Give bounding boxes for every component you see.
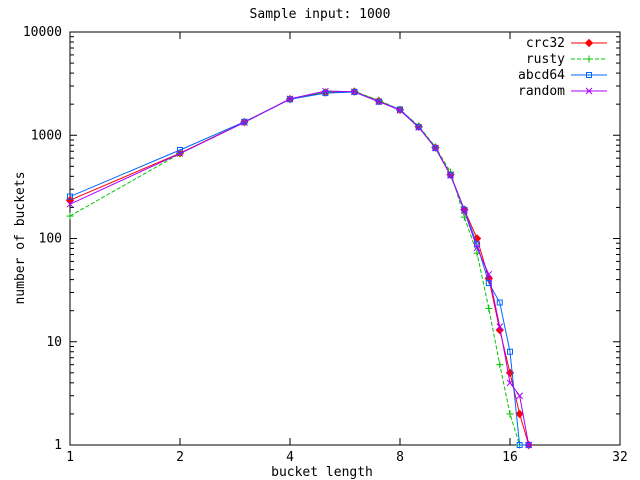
legend-item-abcd64: abcd64 <box>518 68 607 83</box>
legend-label-rusty: rusty <box>526 52 565 67</box>
legend: crc32 rusty abcd64 random <box>518 36 607 99</box>
x-marker <box>585 87 593 95</box>
series-line-crc32 <box>69 91 530 446</box>
series-line-abcd64 <box>69 91 529 446</box>
x-tick-label: 1 <box>66 450 74 465</box>
series-random <box>66 87 533 449</box>
legend-label-abcd64: abcd64 <box>518 68 565 83</box>
x-tick-label: 2 <box>176 450 184 465</box>
y-tick-label: 1000 <box>31 128 62 143</box>
square-marker <box>287 96 293 103</box>
x-tick-label: 32 <box>612 450 628 465</box>
chart-title: Sample input: 1000 <box>250 7 391 22</box>
square-marker <box>516 442 523 448</box>
data-series <box>65 87 533 450</box>
x-marker <box>66 200 74 208</box>
square-marker <box>432 145 439 152</box>
legend-label-random: random <box>518 84 565 99</box>
legend-label-crc32: crc32 <box>526 36 565 51</box>
x-marker <box>286 95 294 103</box>
legend-item-random: random <box>518 84 607 99</box>
x-marker <box>240 119 248 126</box>
square-marker <box>447 172 454 179</box>
square-marker <box>496 299 503 306</box>
square-marker <box>67 193 73 200</box>
series-rusty <box>66 87 524 449</box>
x-marker <box>375 98 383 105</box>
series-abcd64 <box>67 89 532 448</box>
square-marker <box>241 118 248 125</box>
square-marker <box>177 146 183 153</box>
x-marker <box>473 244 481 252</box>
series-line-random <box>69 90 530 446</box>
x-marker <box>350 88 358 96</box>
x-marker <box>415 124 423 131</box>
square-marker <box>375 98 382 105</box>
x-marker <box>460 207 468 215</box>
square-marker <box>586 72 592 78</box>
x-marker <box>485 270 493 278</box>
y-axis-label: number of buckets <box>13 171 28 304</box>
square-marker <box>507 348 513 355</box>
x-marker <box>447 171 454 179</box>
x-tick-label: 16 <box>502 450 518 465</box>
series-crc32 <box>65 87 533 450</box>
x-marker <box>525 441 533 449</box>
y-tick-label: 10000 <box>23 25 62 40</box>
x-axis-label: bucket length <box>271 465 373 480</box>
legend-item-crc32: crc32 <box>526 36 607 51</box>
x-marker <box>176 150 184 157</box>
x-marker <box>432 144 439 152</box>
x-tick-label: 4 <box>286 450 294 465</box>
x-marker <box>516 392 523 400</box>
x-marker <box>496 323 504 331</box>
diamond-marker <box>584 38 594 48</box>
square-marker <box>485 280 492 287</box>
series-line-rusty <box>69 90 521 446</box>
legend-item-rusty: rusty <box>526 52 607 67</box>
y-tick-label: 1 <box>54 438 62 453</box>
y-tick-label: 100 <box>39 232 62 247</box>
x-marker <box>506 379 514 387</box>
axes: 1 2 4 8 16 32 1 10 100 1000 10000 <box>23 25 628 465</box>
y-tick-label: 10 <box>46 335 62 350</box>
x-marker <box>396 106 404 114</box>
square-marker <box>415 124 422 131</box>
x-tick-label: 8 <box>396 450 404 465</box>
x-marker <box>322 87 329 95</box>
diamond-marker <box>515 409 524 419</box>
